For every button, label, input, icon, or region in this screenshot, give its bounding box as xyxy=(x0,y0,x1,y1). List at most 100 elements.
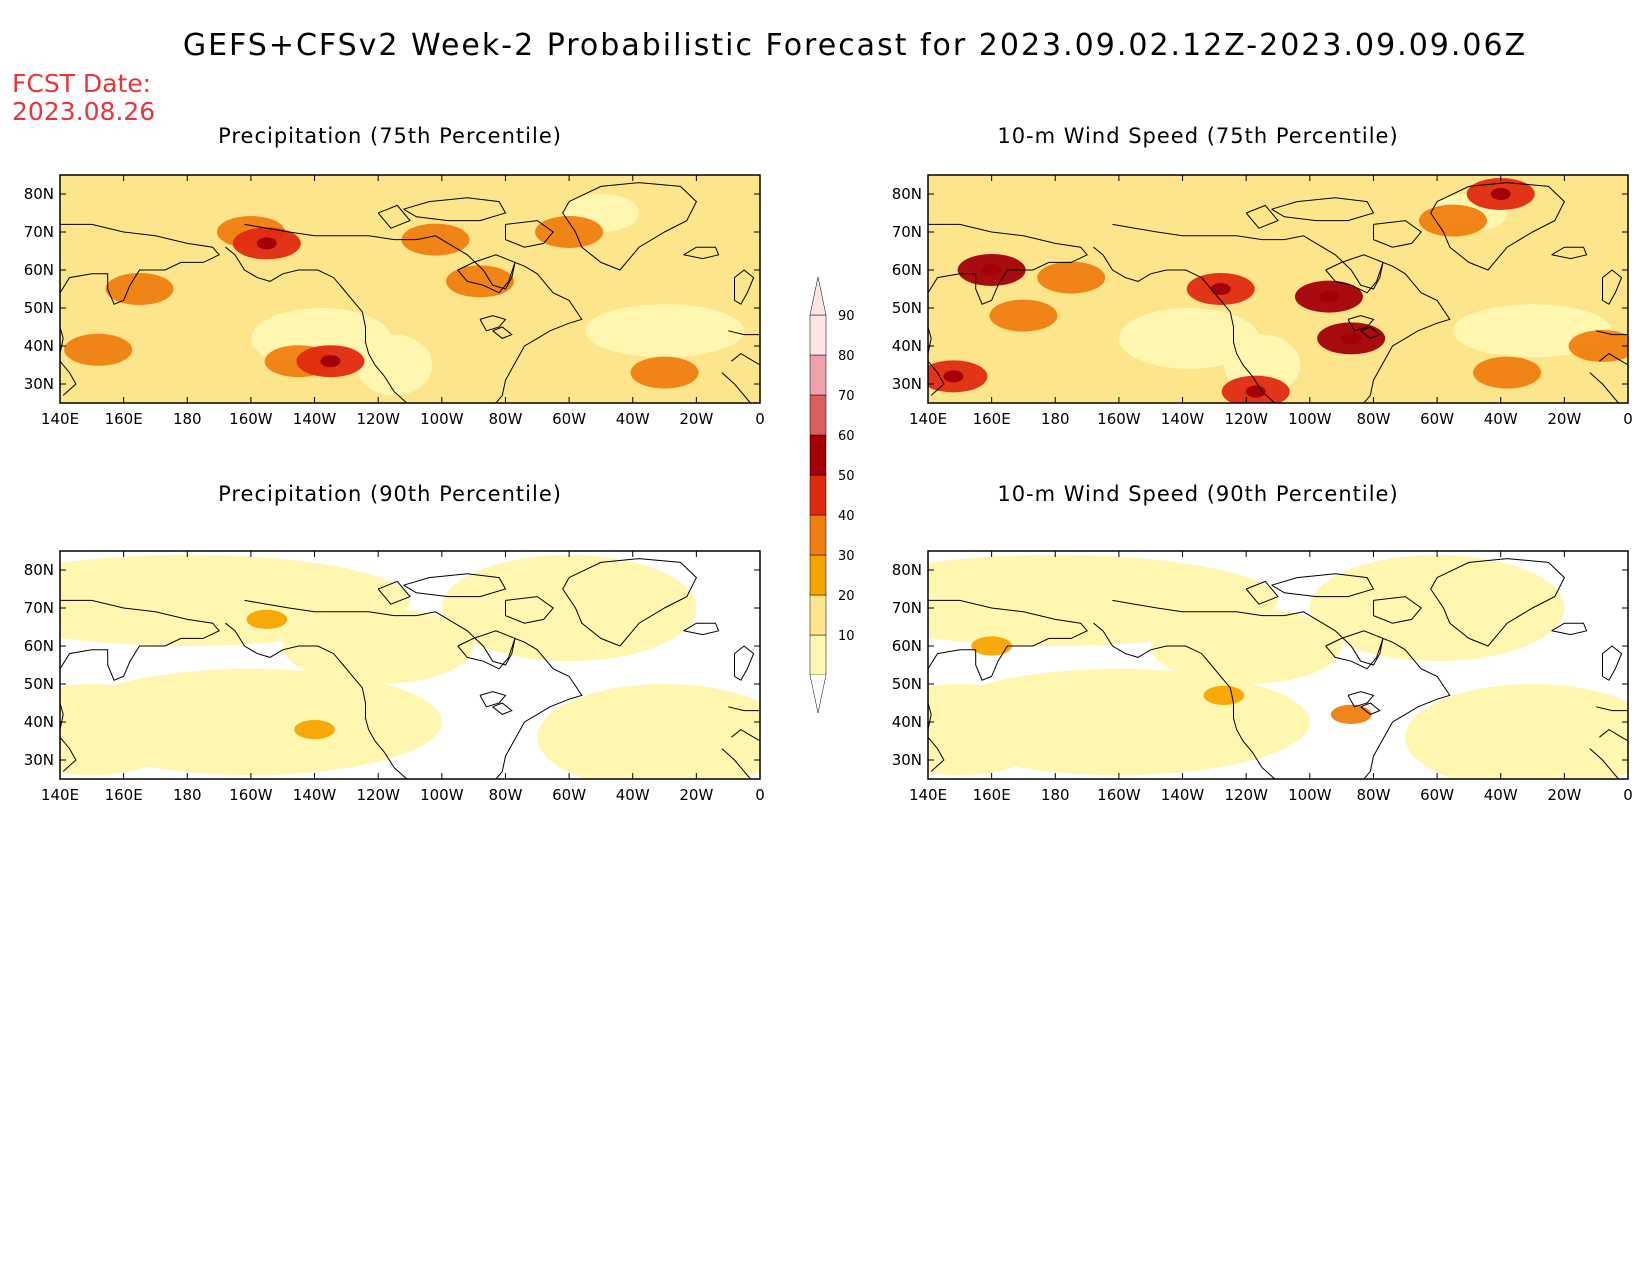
coastline xyxy=(1373,596,1422,624)
lon-tick-label: 160W xyxy=(1097,410,1141,428)
lon-tick-label: 80W xyxy=(488,786,522,804)
coastline xyxy=(1347,315,1375,332)
lat-tick-label: 30N xyxy=(24,751,54,769)
lon-tick-label: 140E xyxy=(41,410,79,428)
colorbar-label: 90 xyxy=(838,309,855,324)
lon-tick-label: 80W xyxy=(1356,786,1390,804)
probability-feature xyxy=(64,333,133,366)
coastline xyxy=(1551,622,1588,636)
lat-tick-label: 60N xyxy=(24,637,54,655)
coastline xyxy=(928,736,945,772)
coastline xyxy=(457,254,516,294)
probability-feature xyxy=(1330,704,1372,725)
lat-tick-label: 30N xyxy=(892,751,922,769)
lat-tick-label: 80N xyxy=(24,561,54,579)
lat-tick-label: 70N xyxy=(24,599,54,617)
panel-title-precip-75: Precipitation (75th Percentile) xyxy=(218,124,562,148)
coastline xyxy=(60,326,64,355)
lon-tick-label: 60W xyxy=(1420,410,1454,428)
lon-tick-label: 140E xyxy=(909,410,947,428)
coastline xyxy=(562,182,698,271)
lon-tick-label: 100W xyxy=(1288,786,1332,804)
probability-feature xyxy=(989,299,1058,332)
lon-tick-label: 120W xyxy=(1224,410,1268,428)
panel-title-wind-75: 10-m Wind Speed (75th Percentile) xyxy=(997,124,1399,148)
map-frame xyxy=(927,550,1629,780)
probability-core xyxy=(320,355,341,368)
colorbar-label: 20 xyxy=(838,589,855,604)
lat-tick-label: 40N xyxy=(892,713,922,731)
lat-tick-label: 40N xyxy=(24,713,54,731)
lat-tick-label: 40N xyxy=(892,337,922,355)
lat-tick-label: 50N xyxy=(24,675,54,693)
lon-tick-label: 20W xyxy=(679,786,713,804)
colorbar-label: 40 xyxy=(838,509,855,524)
probability-feature xyxy=(630,356,699,389)
lon-tick-label: 160W xyxy=(1097,786,1141,804)
probability-area xyxy=(1309,554,1565,662)
lat-tick-label: 50N xyxy=(24,299,54,317)
coastline xyxy=(1430,182,1566,271)
coastline xyxy=(1599,728,1628,742)
probability-area xyxy=(60,684,188,776)
lat-tick-label: 70N xyxy=(892,223,922,241)
coastline xyxy=(1589,748,1619,779)
probability-feature xyxy=(1203,685,1245,706)
colorbar-top-arrow xyxy=(809,276,827,316)
probability-area xyxy=(355,334,433,396)
coastline xyxy=(683,622,720,636)
coastline xyxy=(457,630,516,670)
probability-core xyxy=(1341,332,1362,345)
lon-tick-label: 0 xyxy=(1623,410,1633,428)
lon-tick-label: 60W xyxy=(552,786,586,804)
probability-feature xyxy=(1473,356,1542,389)
lon-tick-label: 20W xyxy=(679,410,713,428)
lon-tick-label: 40W xyxy=(616,786,650,804)
coastline xyxy=(1347,691,1375,708)
coastline xyxy=(505,220,554,248)
coastline xyxy=(505,596,554,624)
colorbar-segment xyxy=(809,394,827,436)
lon-tick-label: 20W xyxy=(1547,410,1581,428)
lat-tick-label: 30N xyxy=(24,375,54,393)
coastline xyxy=(1373,220,1422,248)
coastline xyxy=(225,622,408,779)
main-title: GEFS+CFSv2 Week-2 Probabilistic Forecast… xyxy=(182,28,1528,63)
coastline xyxy=(728,330,760,336)
coastline xyxy=(928,223,1088,305)
forecast-date: FCST Date: 2023.08.26 xyxy=(12,70,155,126)
lon-tick-label: 120W xyxy=(356,786,400,804)
colorbar-segment xyxy=(809,554,827,596)
coastline xyxy=(60,599,220,681)
lon-tick-label: 180 xyxy=(1041,786,1070,804)
lon-tick-label: 100W xyxy=(420,410,464,428)
colorbar-segment xyxy=(809,314,827,356)
lon-tick-label: 100W xyxy=(420,786,464,804)
probability-feature xyxy=(246,609,288,630)
lon-tick-label: 160W xyxy=(229,786,273,804)
lon-tick-label: 160E xyxy=(105,410,143,428)
lat-tick-label: 70N xyxy=(24,223,54,241)
coastline xyxy=(1093,622,1276,779)
lon-tick-label: 60W xyxy=(552,410,586,428)
probability-core xyxy=(1318,290,1339,303)
probability-core xyxy=(981,264,1002,276)
coastline xyxy=(1602,269,1623,305)
coastline xyxy=(60,702,64,731)
lat-tick-label: 70N xyxy=(892,599,922,617)
coastline xyxy=(377,580,411,605)
lat-tick-label: 80N xyxy=(24,185,54,203)
map-frame xyxy=(59,174,761,404)
lon-tick-label: 160W xyxy=(229,410,273,428)
lon-tick-label: 80W xyxy=(488,410,522,428)
map-frame xyxy=(927,174,1629,404)
lon-tick-label: 0 xyxy=(755,786,765,804)
lon-tick-label: 140W xyxy=(1161,786,1205,804)
coastline xyxy=(928,702,932,731)
colorbar-segment xyxy=(809,514,827,556)
colorbar-segment xyxy=(809,634,827,676)
probability-feature xyxy=(1568,330,1628,362)
probability-feature xyxy=(971,636,1013,656)
probability-area xyxy=(441,554,697,662)
